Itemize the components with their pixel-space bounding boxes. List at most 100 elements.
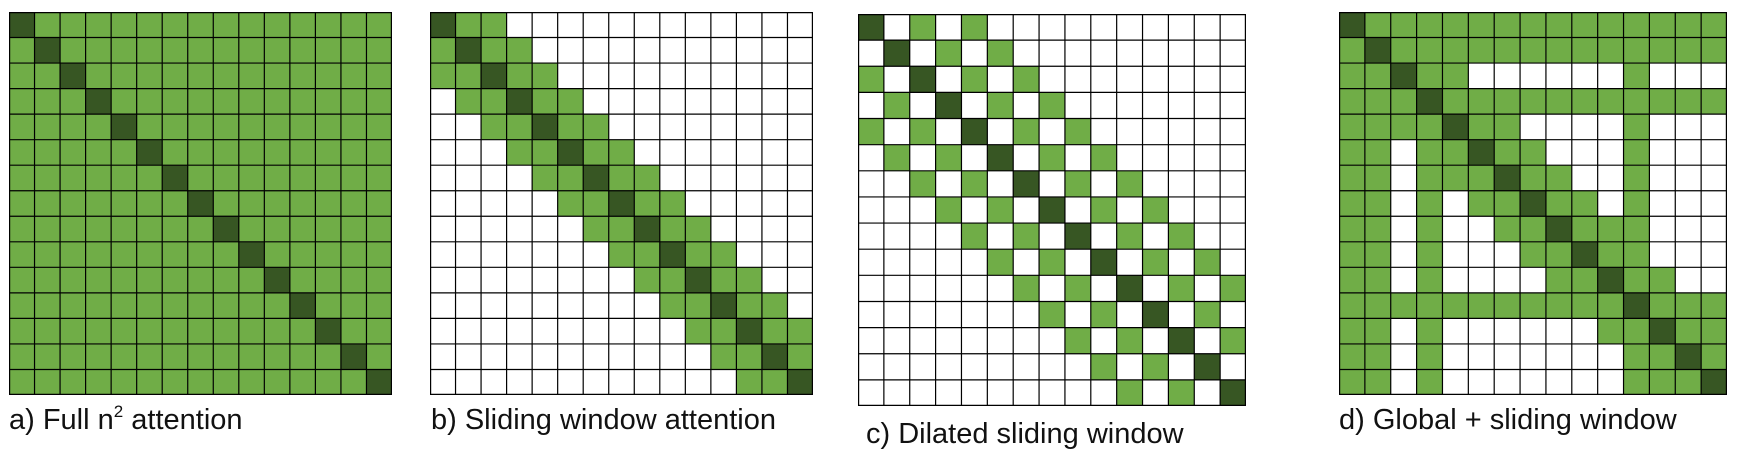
- empty-cell: [1442, 216, 1469, 242]
- attended-cell: [85, 267, 112, 293]
- diagonal-cell: [340, 343, 367, 370]
- attended-cell: [340, 37, 367, 64]
- attended-cell: [85, 139, 112, 166]
- attended-cell: [659, 190, 686, 217]
- attended-cell: [1597, 292, 1624, 319]
- attended-cell: [1013, 66, 1040, 93]
- empty-cell: [1649, 165, 1676, 191]
- attended-cell: [111, 216, 137, 242]
- empty-cell: [1116, 92, 1143, 119]
- attended-cell: [1390, 12, 1417, 38]
- empty-cell: [1571, 114, 1598, 140]
- attended-cell: [213, 139, 239, 166]
- empty-cell: [736, 37, 762, 64]
- empty-cell: [1064, 14, 1091, 41]
- empty-cell: [1571, 343, 1598, 370]
- diagonal-cell: [608, 190, 635, 217]
- attended-cell: [9, 343, 35, 370]
- attended-cell: [1039, 249, 1065, 276]
- empty-cell: [1442, 369, 1469, 395]
- empty-cell: [583, 343, 609, 370]
- empty-cell: [455, 139, 482, 166]
- empty-cell: [1597, 343, 1624, 370]
- diagonal-cell: [1220, 379, 1246, 406]
- empty-cell: [1701, 63, 1727, 89]
- empty-cell: [883, 66, 910, 93]
- empty-cell: [608, 63, 635, 89]
- attended-cell: [60, 190, 86, 217]
- attended-cell: [481, 12, 507, 38]
- attended-cell: [858, 118, 884, 145]
- attended-cell: [187, 37, 214, 64]
- empty-cell: [659, 12, 686, 38]
- attended-cell: [111, 12, 137, 38]
- empty-cell: [1675, 114, 1702, 140]
- caption-superscript: 2: [113, 402, 124, 421]
- attended-cell: [366, 12, 392, 38]
- empty-cell: [532, 216, 558, 242]
- empty-cell: [1220, 66, 1246, 93]
- attended-cell: [238, 343, 265, 370]
- attended-cell: [935, 144, 962, 171]
- empty-cell: [1194, 379, 1221, 406]
- empty-cell: [761, 88, 788, 115]
- empty-cell: [858, 92, 884, 119]
- empty-cell: [736, 63, 762, 89]
- attended-cell: [685, 241, 711, 268]
- attended-cell: [213, 369, 239, 395]
- attended-cell: [736, 292, 762, 319]
- attended-cell: [34, 165, 61, 191]
- attended-cell: [34, 88, 61, 115]
- attended-cell: [366, 37, 392, 64]
- diagonal-cell: [85, 88, 112, 115]
- empty-cell: [1142, 40, 1169, 67]
- attended-cell: [136, 165, 163, 191]
- empty-cell: [1039, 275, 1065, 302]
- attended-cell: [366, 190, 392, 217]
- empty-cell: [583, 267, 609, 293]
- attended-cell: [340, 190, 367, 217]
- empty-cell: [659, 318, 686, 344]
- empty-cell: [557, 318, 584, 344]
- attended-cell: [187, 12, 214, 38]
- attended-cell: [111, 241, 137, 268]
- empty-cell: [1090, 327, 1117, 354]
- empty-cell: [1194, 14, 1221, 41]
- attended-cell: [1675, 318, 1702, 344]
- attended-cell: [1364, 12, 1391, 38]
- empty-cell: [1090, 118, 1117, 145]
- diagonal-cell: [430, 12, 456, 38]
- attended-cell: [1520, 12, 1546, 38]
- empty-cell: [685, 37, 711, 64]
- attended-cell: [506, 63, 533, 89]
- empty-cell: [787, 37, 813, 64]
- empty-cell: [909, 92, 936, 119]
- empty-cell: [634, 343, 660, 370]
- empty-cell: [909, 144, 936, 171]
- empty-cell: [883, 327, 910, 354]
- attended-cell: [1339, 267, 1365, 293]
- attended-cell: [289, 190, 316, 217]
- empty-cell: [1494, 267, 1521, 293]
- empty-cell: [883, 170, 910, 197]
- empty-cell: [1390, 318, 1417, 344]
- empty-cell: [685, 369, 711, 395]
- empty-cell: [455, 343, 482, 370]
- empty-cell: [455, 292, 482, 319]
- attended-cell: [162, 37, 188, 64]
- empty-cell: [987, 327, 1014, 354]
- attended-cell: [60, 343, 86, 370]
- diagonal-cell: [1013, 170, 1040, 197]
- empty-cell: [858, 353, 884, 380]
- empty-cell: [583, 12, 609, 38]
- attended-cell: [162, 190, 188, 217]
- attended-cell: [1416, 369, 1443, 395]
- empty-cell: [961, 353, 988, 380]
- attended-cell: [1545, 165, 1572, 191]
- attended-cell: [238, 139, 265, 166]
- attended-cell: [1220, 327, 1246, 354]
- empty-cell: [659, 165, 686, 191]
- attended-cell: [1416, 139, 1443, 166]
- attended-cell: [1416, 63, 1443, 89]
- empty-cell: [935, 327, 962, 354]
